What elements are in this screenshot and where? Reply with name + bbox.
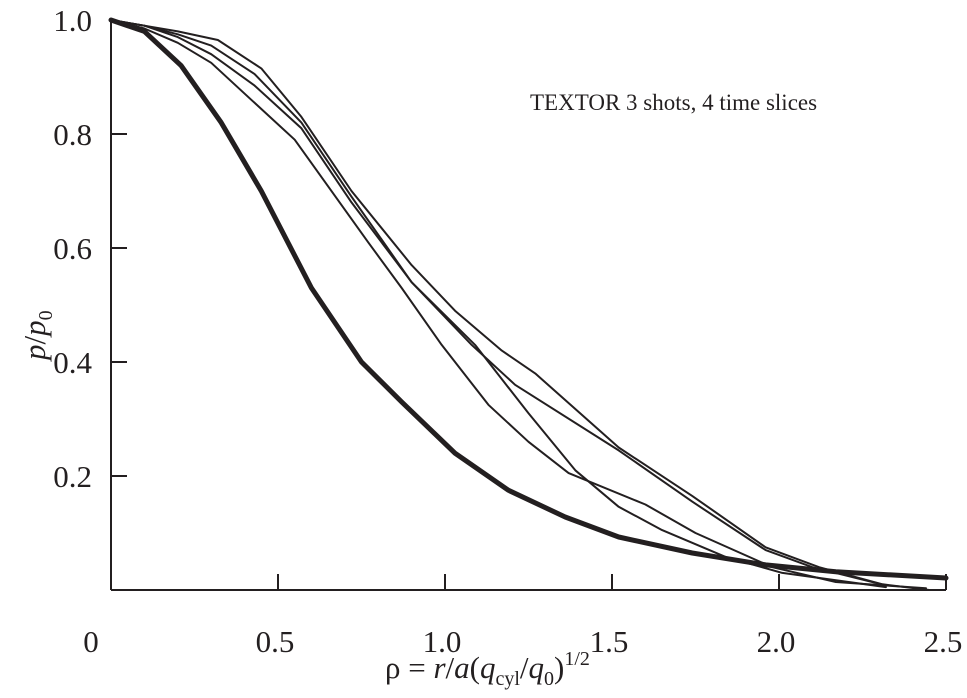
x-tick-label: 2.5	[924, 624, 963, 659]
series-line-4	[110, 19, 887, 589]
series-line-1	[108, 17, 949, 581]
x-tick-label: 0	[83, 624, 99, 659]
y-axis-label: p/p0	[17, 310, 57, 362]
y-tick-label: 0.4	[53, 345, 92, 380]
y-tick-label: 1.0	[53, 3, 92, 38]
axes	[110, 20, 946, 591]
series-line-2	[110, 19, 931, 591]
y-tick-label: 0.8	[53, 117, 92, 152]
series-group	[108, 17, 949, 591]
x-axis-label: ρ = r/a(qcyl/q0)1/2	[385, 648, 590, 690]
x-tick-label: 1.0	[423, 624, 462, 659]
annotation: TEXTOR 3 shots, 4 time slices	[530, 90, 817, 115]
x-tick-label: 1.5	[590, 624, 629, 659]
y-tick-label: 0.2	[53, 459, 92, 494]
x-tick-label: 2.0	[757, 624, 796, 659]
series-line-5	[110, 19, 927, 590]
y-tick-label: 0.6	[53, 231, 92, 266]
x-tick-label: 0.5	[256, 624, 295, 659]
ticks: 0 0.5 1.0 1.5 2.0 2.5 0.2 0.4 0.6 0.8 1.0	[53, 3, 962, 659]
